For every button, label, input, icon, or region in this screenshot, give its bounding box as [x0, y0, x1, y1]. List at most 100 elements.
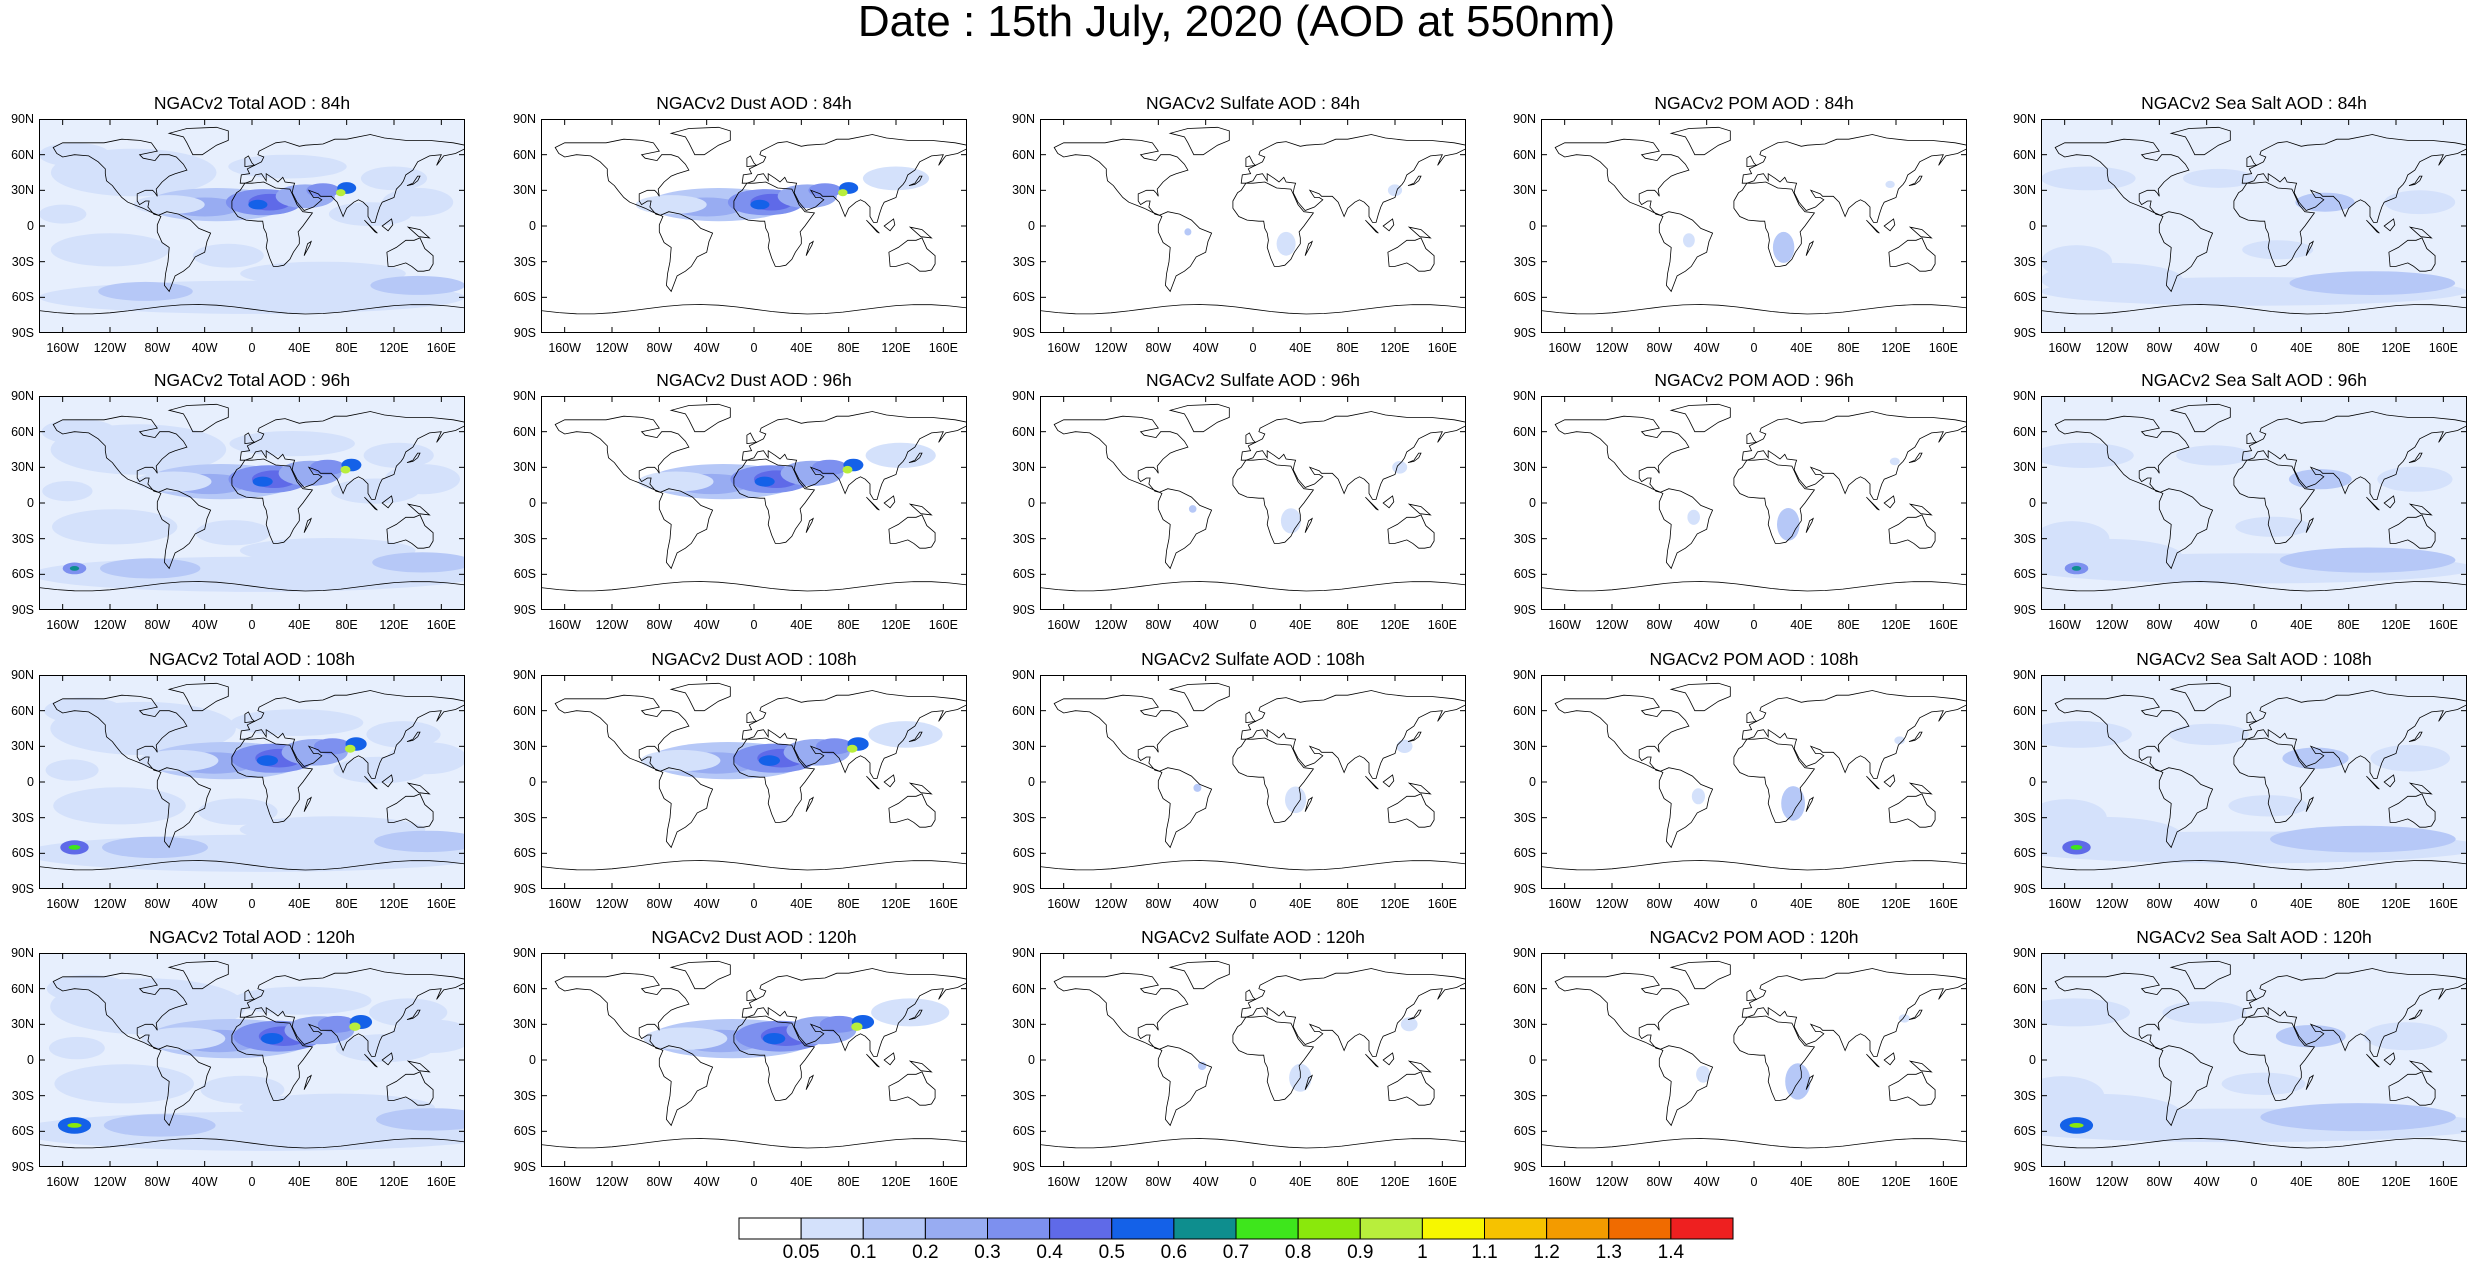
aod-map: [1541, 119, 1967, 333]
lon-tick-label: 0: [750, 618, 758, 632]
lon-tick-label: 0: [1249, 618, 1257, 632]
lon-tick-label: 40E: [1289, 1175, 1312, 1189]
coastline: [386, 237, 434, 272]
coastline: [1883, 218, 1896, 232]
aod-plume: [1188, 505, 1197, 513]
coastline: [2054, 694, 2190, 772]
coastline: [2158, 488, 2214, 570]
coastline: [2241, 411, 2467, 500]
lon-tick-label: 80E: [837, 618, 860, 632]
coastline: [1908, 226, 1933, 239]
aod-plume: [331, 478, 419, 504]
aod-plume: [1894, 736, 1905, 745]
lon-tick-label: 120E: [881, 618, 911, 632]
lon-tick-label: 80E: [2337, 341, 2360, 355]
lat-tick-label: 30S: [1012, 810, 1035, 825]
lon-tick-label: 0: [248, 1175, 256, 1189]
antarctica-coastline: [541, 581, 967, 592]
aod-plume: [228, 154, 347, 179]
coastline: [1669, 403, 1731, 433]
lon-tick-label: 160W: [1548, 341, 1581, 355]
aod-plume: [2288, 469, 2352, 490]
panel-title: NGACv2 Sea Salt AOD : 84h: [2141, 93, 2367, 113]
colorbar-level-label: 0.6: [1160, 1242, 1188, 1263]
lat-tick-label: 0: [1028, 496, 1035, 510]
lon-tick-label: 160E: [426, 341, 456, 355]
aod-plume: [640, 749, 721, 772]
lon-tick-label: 160W: [46, 1175, 79, 1189]
aod-plume: [133, 195, 205, 215]
coastline: [1908, 452, 1923, 463]
coastline: [805, 240, 814, 256]
lat-tick-label: 30S: [11, 531, 34, 546]
aod-plume: [1889, 457, 1900, 466]
lat-tick-label: 90S: [513, 882, 536, 896]
coastline: [741, 134, 967, 223]
aod-plume: [310, 459, 346, 475]
lon-tick-label: 120W: [93, 1175, 127, 1189]
coastline: [1053, 415, 1189, 493]
coastline: [364, 219, 378, 234]
aod-map: [39, 953, 465, 1167]
lon-tick-label: 40W: [1693, 618, 1720, 632]
colorbar-swatch: [1235, 1217, 1299, 1240]
coastline: [866, 1053, 880, 1068]
aod-map: [2041, 953, 2467, 1167]
coastline: [866, 219, 880, 234]
coastline: [1733, 181, 1816, 267]
coastline: [888, 793, 936, 828]
aod-plume: [2384, 190, 2456, 215]
lat-tick-label: 0: [2029, 775, 2036, 789]
aod-plume: [2279, 547, 2456, 573]
lon-tick-label: 80W: [646, 341, 673, 355]
coastline: [2408, 452, 2423, 463]
aod-plume: [808, 183, 842, 198]
antarctica-coastline: [39, 581, 465, 592]
lat-tick-label: 30S: [513, 1088, 536, 1103]
aod-plume: [333, 756, 427, 784]
lat-tick-label: 90N: [2013, 389, 2036, 403]
lon-tick-label: 120W: [2095, 341, 2129, 355]
lat-tick-label: 90S: [11, 326, 34, 340]
coastline: [52, 415, 188, 493]
panel-title: NGACv2 Sea Salt AOD : 96h: [2141, 370, 2367, 390]
aod-plume: [340, 465, 351, 474]
coastline: [1407, 1060, 1432, 1073]
aod-plume: [344, 744, 356, 753]
coastline: [805, 517, 814, 533]
aod-plume: [758, 755, 780, 766]
aod-plume: [195, 520, 271, 546]
lat-tick-label: 0: [529, 1053, 536, 1067]
coastline: [1658, 1045, 1714, 1127]
coastline: [386, 514, 434, 549]
coastline: [883, 774, 896, 788]
coastline: [1245, 155, 1257, 168]
lon-tick-label: 120E: [1881, 341, 1911, 355]
aod-plume: [2169, 723, 2249, 746]
coastline: [883, 218, 896, 232]
coastline: [1669, 960, 1731, 990]
antarctica-coastline: [2041, 1138, 2467, 1149]
lat-tick-label: 90S: [2013, 1160, 2036, 1174]
aod-plume: [754, 476, 775, 487]
aod-plume: [2176, 445, 2252, 466]
aod-plume: [1193, 783, 1202, 792]
aod-plume: [317, 1015, 357, 1033]
coastline: [746, 432, 758, 445]
aod-plume: [2041, 166, 2136, 191]
lat-tick-label: 30N: [1012, 460, 1035, 475]
figure-title: Date : 15th July, 2020 (AOD at 550nm): [857, 0, 1616, 46]
lon-tick-label: 80W: [646, 1175, 673, 1189]
colorbar-level-label: 0.9: [1347, 1242, 1374, 1263]
lon-tick-label: 0: [1249, 897, 1257, 911]
panel-title: NGACv2 Dust AOD : 120h: [651, 927, 857, 947]
coastline: [1407, 226, 1432, 239]
coastline: [156, 211, 212, 293]
lon-tick-label: 80W: [144, 618, 171, 632]
lon-tick-label: 160E: [1928, 1175, 1958, 1189]
aod-plume: [2377, 466, 2453, 492]
lon-tick-label: 120W: [595, 341, 629, 355]
coastline: [1304, 517, 1313, 533]
lat-tick-label: 60N: [11, 703, 34, 718]
lon-tick-label: 160W: [1548, 1175, 1581, 1189]
